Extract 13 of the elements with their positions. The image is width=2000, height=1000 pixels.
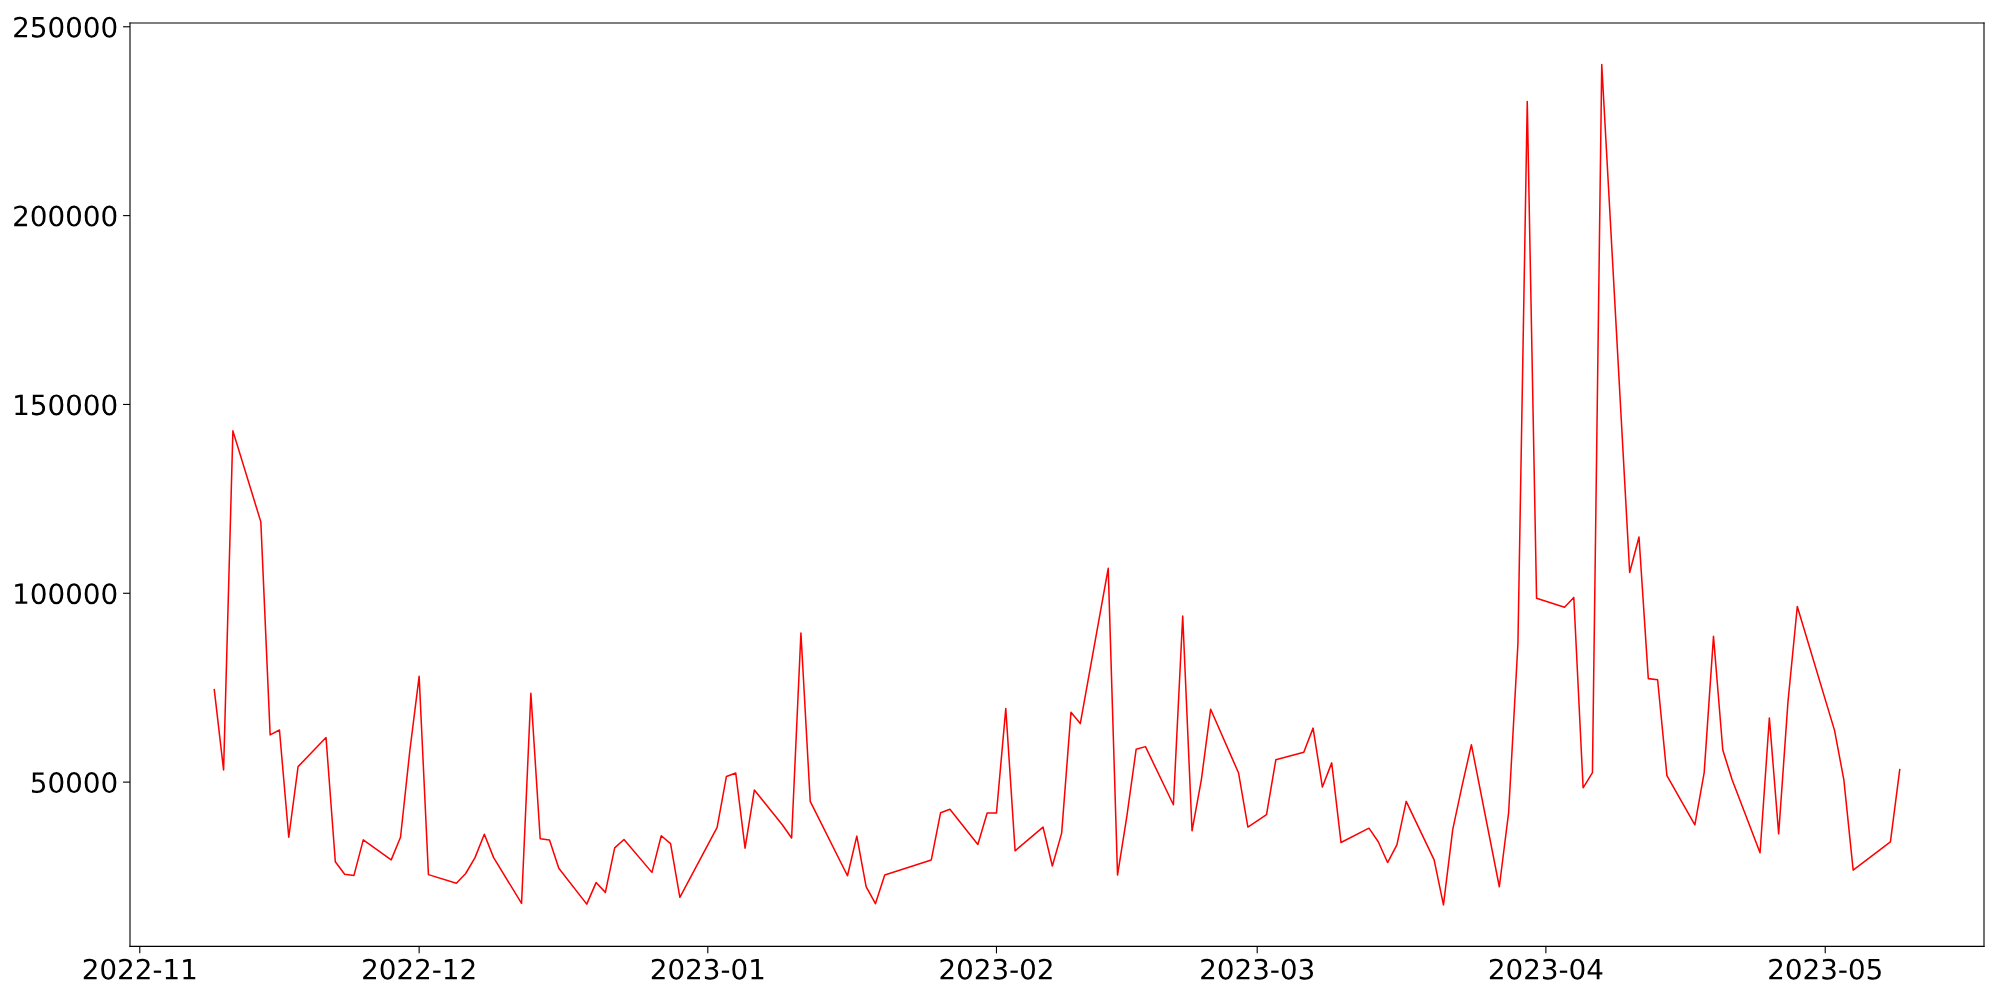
y-tick-label: 150000 bbox=[15, 394, 117, 416]
y-tick-label: 200000 bbox=[14, 205, 117, 227]
x-tick-label: 2023-04 bbox=[1489, 958, 1603, 980]
y-tick-label: 50000 bbox=[31, 772, 117, 794]
y-tick-label: 100000 bbox=[15, 583, 117, 605]
x-tick-label: 2022-12 bbox=[363, 958, 475, 980]
x-tick-label: 2023-01 bbox=[651, 958, 764, 980]
x-tick-label: 2022-11 bbox=[83, 958, 196, 980]
line-series bbox=[213, 63, 1901, 906]
x-tick-label: 2023-05 bbox=[1769, 958, 1881, 980]
y-tick-label: 250000 bbox=[14, 16, 117, 38]
x-tick-label: 2023-02 bbox=[940, 958, 1052, 980]
x-tick-label: 2023-03 bbox=[1201, 958, 1314, 980]
